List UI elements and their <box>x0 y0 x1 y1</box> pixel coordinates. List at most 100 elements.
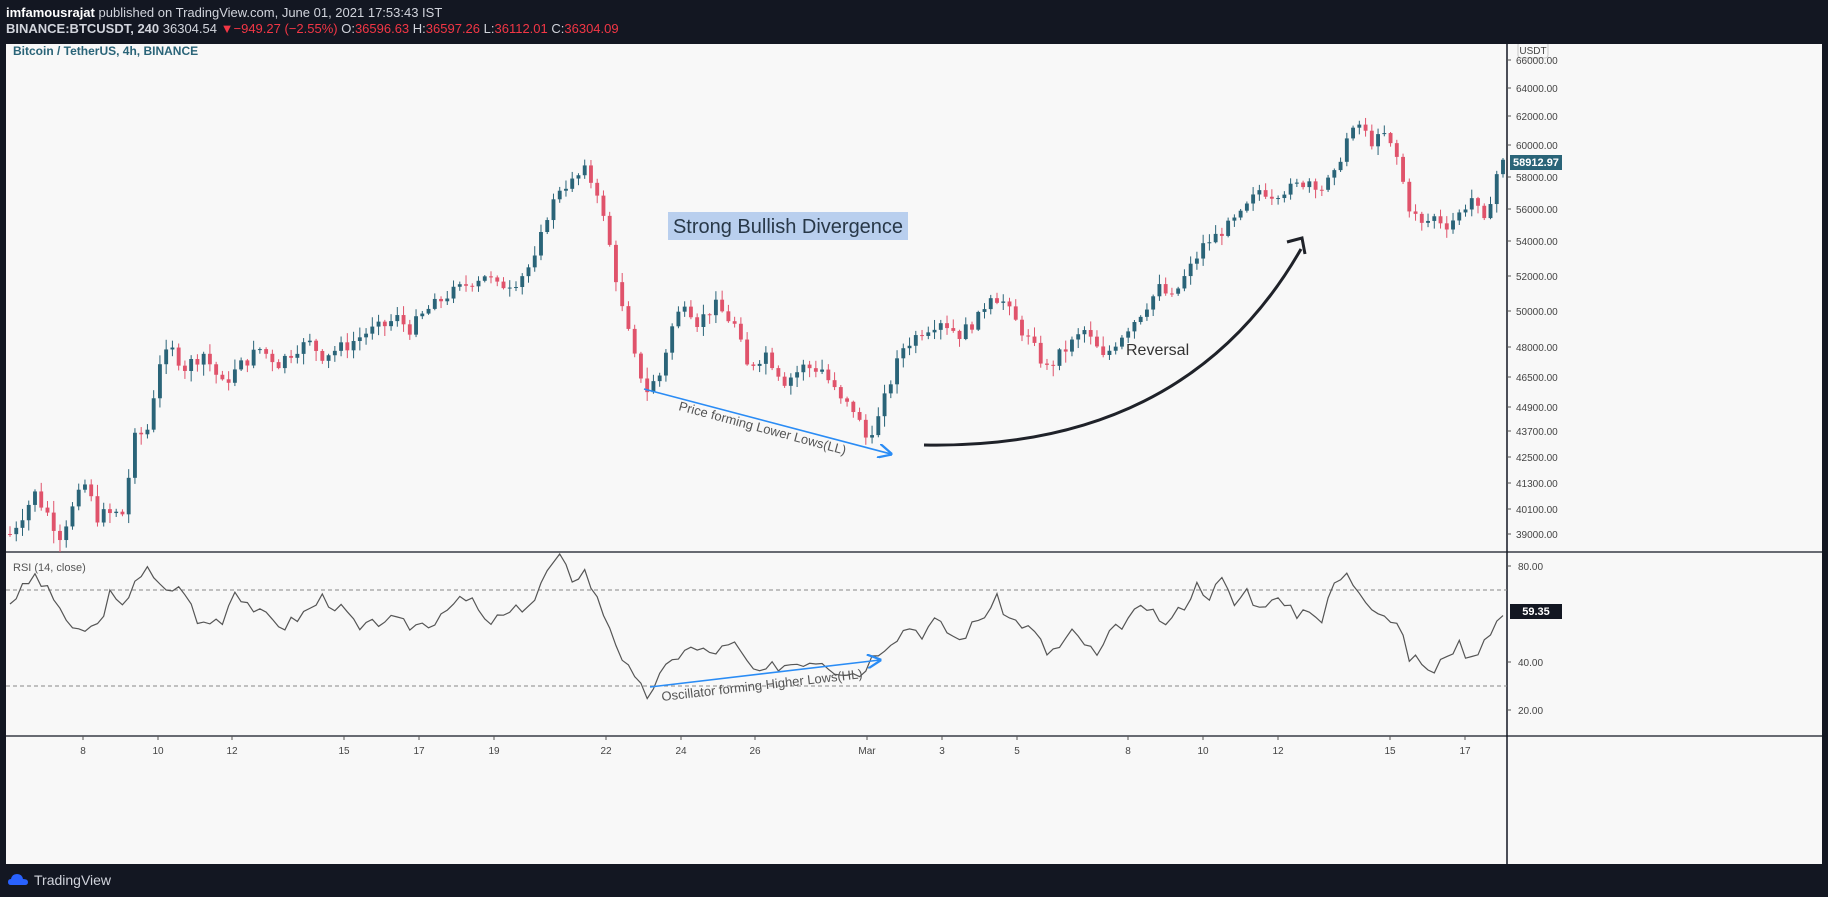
candle-body <box>339 342 344 351</box>
candle <box>439 296 443 309</box>
tradingview-logo[interactable]: TradingView <box>8 872 111 888</box>
candle <box>851 400 856 418</box>
candle-body <box>320 350 325 361</box>
candle <box>1238 208 1243 221</box>
candle-body <box>1282 194 1287 199</box>
candle <box>782 372 787 388</box>
symbol-label: BINANCE:BTCUSDT, 240 <box>6 21 160 36</box>
candle <box>1338 157 1343 172</box>
candle <box>1001 294 1006 310</box>
candle <box>245 358 250 373</box>
candle <box>1388 132 1393 147</box>
candle <box>301 338 306 365</box>
candle-body <box>1013 306 1018 320</box>
candle-body <box>164 349 169 365</box>
candle-body <box>1095 336 1099 347</box>
candle <box>632 324 637 358</box>
candlestick-series <box>8 117 1505 552</box>
candle-body <box>995 298 999 303</box>
candle-body <box>982 309 987 312</box>
price-tick-label: 44900.00 <box>1516 403 1558 414</box>
candle-body <box>445 298 450 302</box>
chart-canvas[interactable]: Bitcoin / TetherUS, 4h, BINANCE USDT 660… <box>6 41 1822 867</box>
price-tick-label: 56000.00 <box>1516 205 1558 216</box>
candle-body <box>426 308 431 314</box>
candle-body <box>195 359 200 365</box>
candle <box>1432 213 1437 229</box>
price-tick-label: 64000.00 <box>1516 84 1558 95</box>
candle <box>457 281 462 291</box>
price-axis[interactable]: 66000.00 64000.00 62000.00 60000.00 58000.00… <box>1507 56 1558 541</box>
candle <box>14 521 19 542</box>
candle-body <box>214 364 219 375</box>
candle <box>663 349 668 382</box>
candle-body <box>532 255 537 268</box>
time-axis[interactable]: 8 10 12 15 17 19 22 24 26 Mar 3 5 8 10 12 15 17 <box>80 736 1471 757</box>
candle-body <box>951 328 956 331</box>
candle-body <box>1026 335 1031 337</box>
published-text: published on TradingView.com, June 01, 2… <box>98 5 443 20</box>
price-tick-label: 42500.00 <box>1516 453 1558 464</box>
time-tick-label: 12 <box>1272 746 1284 757</box>
currency-label: USDT <box>1519 46 1546 57</box>
lower-lows-arrow[interactable] <box>643 388 891 454</box>
open-value: 36596.63 <box>354 21 410 36</box>
plot-background <box>6 44 1507 864</box>
candle <box>1113 342 1118 355</box>
candle-body <box>870 435 875 438</box>
divergence-label[interactable]: Strong Bullish Divergence <box>673 216 903 238</box>
rsi-axis[interactable]: 80.00 40.00 20.00 <box>6 562 1543 717</box>
candle <box>826 364 831 384</box>
publication-header: imfamousrajat published on TradingView.c… <box>0 0 1828 44</box>
candle-body <box>45 507 50 513</box>
candle <box>1251 187 1256 211</box>
candle <box>395 307 400 327</box>
candle <box>651 374 656 394</box>
candle-body <box>301 342 306 354</box>
candle <box>320 349 325 364</box>
candle-body <box>1151 296 1156 310</box>
candle <box>901 343 906 368</box>
candle-body <box>1201 243 1206 259</box>
candle-body <box>1319 189 1324 191</box>
candle <box>1307 178 1312 193</box>
candle <box>1413 204 1418 221</box>
candle <box>114 508 119 517</box>
chart-area[interactable]: Bitcoin / TetherUS, 4h, BINANCE USDT 660… <box>6 41 1822 867</box>
candle-body <box>332 350 337 356</box>
candle <box>507 280 512 297</box>
candle-body <box>451 286 456 299</box>
candle <box>232 359 237 387</box>
author-name[interactable]: imfamousrajat <box>6 5 95 20</box>
candle <box>151 390 156 433</box>
candle-body <box>907 345 912 349</box>
candle <box>1376 128 1380 156</box>
candle <box>376 314 381 336</box>
price-tick-label: 54000.00 <box>1516 237 1558 248</box>
higher-lows-arrow[interactable] <box>649 660 880 688</box>
candle <box>1201 234 1206 266</box>
candle <box>920 329 924 341</box>
candle-body <box>270 353 275 363</box>
candle <box>757 360 762 373</box>
candle-body <box>732 321 737 324</box>
candle <box>807 360 812 378</box>
candle <box>382 319 387 336</box>
candle <box>745 332 750 366</box>
candle <box>888 380 893 399</box>
candle <box>1426 213 1430 228</box>
candle <box>1344 132 1349 167</box>
candle-body <box>657 375 662 382</box>
candle <box>407 319 412 340</box>
candle <box>214 361 219 384</box>
reversal-arc[interactable] <box>923 248 1303 447</box>
candle <box>1301 180 1306 190</box>
candle-body <box>1382 133 1387 135</box>
candle-body <box>8 534 12 535</box>
candle-body <box>114 511 119 514</box>
candle-body <box>1294 182 1299 184</box>
candle-body <box>1463 209 1468 213</box>
candle-body <box>189 359 194 371</box>
candle-body <box>695 317 700 327</box>
candle <box>1463 204 1468 217</box>
